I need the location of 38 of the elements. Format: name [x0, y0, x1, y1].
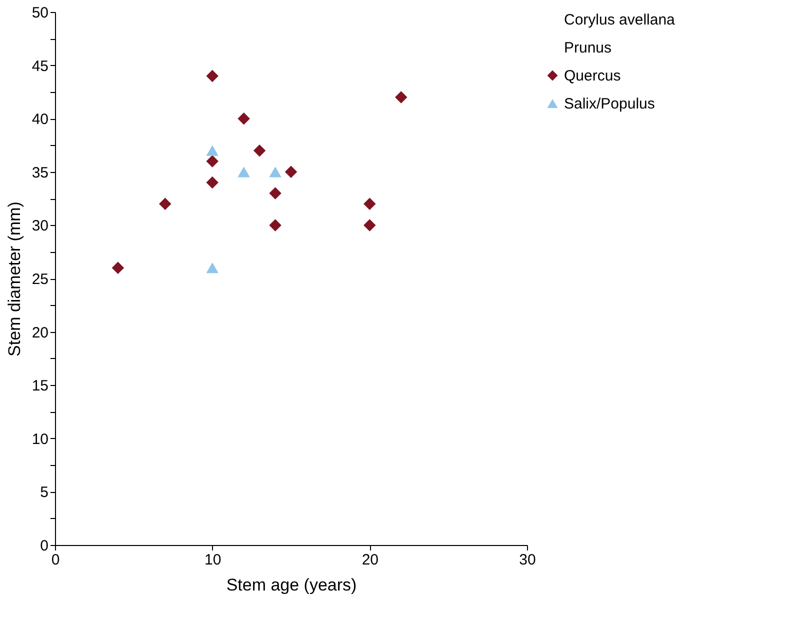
y-tick-label: 40: [32, 111, 48, 128]
point: [112, 262, 124, 274]
x-tick-label: 30: [519, 552, 536, 568]
x-tick-label: 20: [362, 552, 379, 568]
point: [269, 187, 282, 200]
y-tick-label: 30: [32, 218, 48, 235]
point: [269, 219, 282, 232]
x-tick-label: 10: [204, 552, 222, 568]
y-tick-label: 35: [32, 164, 48, 182]
y-tick-label: 25: [32, 271, 48, 288]
legend-label: Salix/Populus: [564, 96, 655, 112]
point: [206, 145, 218, 156]
point: [206, 70, 218, 82]
point: [269, 166, 282, 178]
point: [238, 166, 250, 178]
legend-label: Quercus: [564, 68, 621, 84]
y-axis-title: Stem diameter (mm): [4, 202, 24, 356]
point: [364, 219, 376, 232]
x-tick-label: 0: [51, 552, 60, 568]
point: [238, 112, 250, 125]
x-axis-title: Stem age (years): [226, 576, 357, 594]
y-tick-label: 5: [40, 484, 48, 502]
point: [206, 176, 218, 189]
y-tick-label: 0: [40, 538, 48, 554]
y-tick-label: 20: [32, 324, 48, 342]
y-tick-label: 45: [32, 58, 48, 75]
point: [284, 166, 298, 178]
text: Corylus avellana: [564, 12, 676, 28]
point: [253, 144, 266, 157]
point: [395, 91, 408, 104]
point: [364, 198, 376, 210]
text: Prunus: [564, 40, 612, 56]
point: [206, 262, 218, 274]
y-tick-label: 10: [32, 430, 48, 448]
y-tick-label: 15: [32, 378, 48, 395]
y-tick-label: 50: [32, 4, 48, 22]
point: [206, 155, 218, 168]
point: [159, 198, 172, 210]
